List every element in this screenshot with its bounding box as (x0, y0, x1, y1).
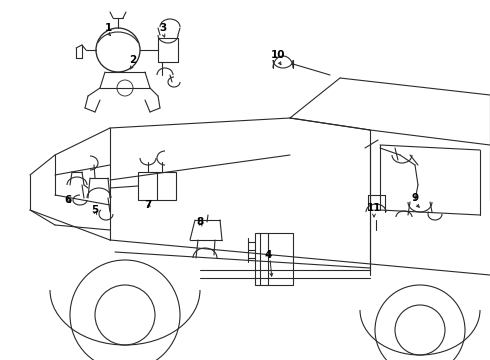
Text: 4: 4 (264, 250, 271, 260)
Text: 8: 8 (196, 217, 204, 227)
Text: 7: 7 (145, 200, 152, 210)
Text: 11: 11 (367, 203, 381, 213)
Text: 9: 9 (412, 193, 418, 203)
Text: 6: 6 (64, 195, 72, 205)
Text: 3: 3 (159, 23, 167, 33)
Text: 10: 10 (271, 50, 285, 60)
Text: 5: 5 (91, 205, 98, 215)
Text: 1: 1 (104, 23, 112, 33)
Text: 2: 2 (129, 55, 137, 65)
